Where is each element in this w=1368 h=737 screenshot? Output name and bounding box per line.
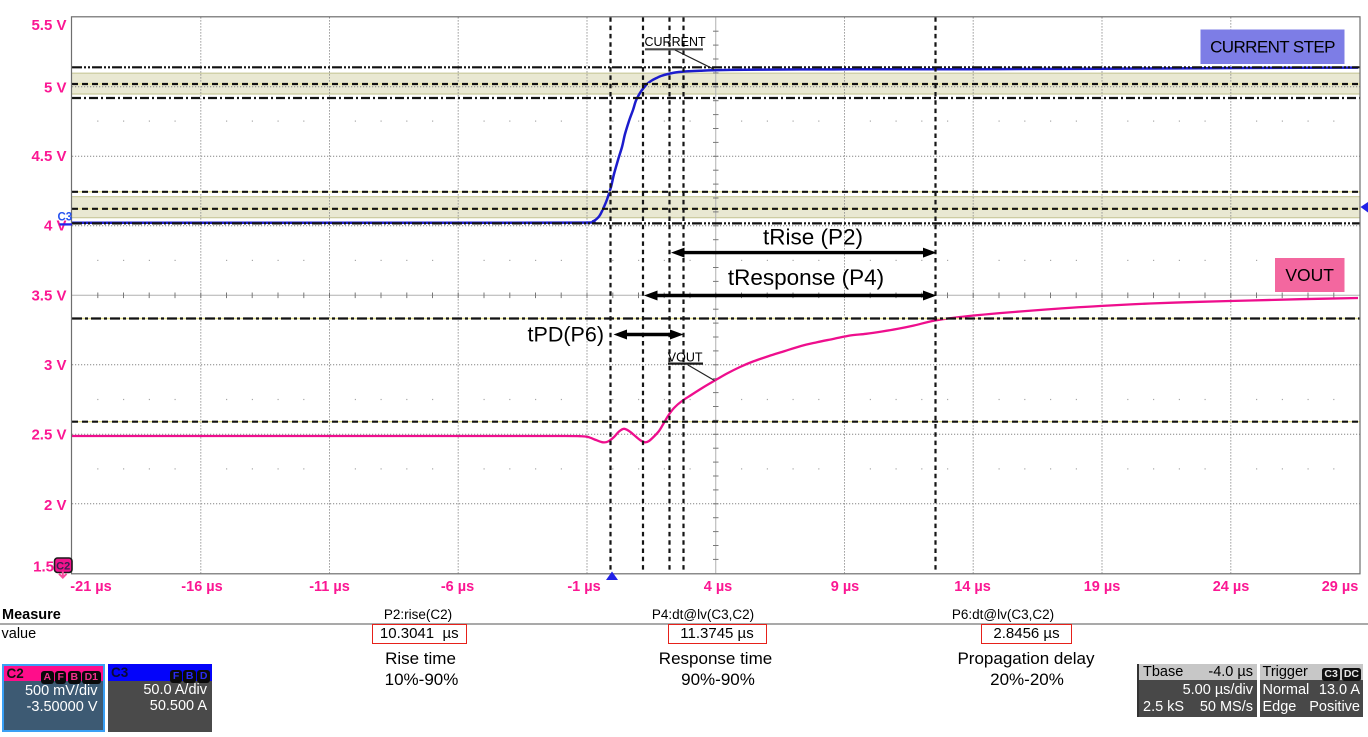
svg-text:-6 µs: -6 µs bbox=[441, 579, 474, 595]
svg-text:29 µs: 29 µs bbox=[1322, 579, 1359, 595]
svg-text:4 µs: 4 µs bbox=[704, 579, 733, 595]
svg-text:3.5 V: 3.5 V bbox=[31, 288, 66, 305]
svg-text:VOUT: VOUT bbox=[1285, 265, 1334, 285]
svg-text:2.5 V: 2.5 V bbox=[31, 426, 66, 443]
svg-text:C3: C3 bbox=[58, 212, 73, 224]
svg-text:4.5 V: 4.5 V bbox=[31, 148, 66, 165]
svg-text:1.5: 1.5 bbox=[33, 559, 54, 576]
svg-text:-21 µs: -21 µs bbox=[70, 579, 111, 595]
svg-text:-1 µs: -1 µs bbox=[567, 579, 600, 595]
svg-text:2 V: 2 V bbox=[44, 497, 67, 514]
svg-text:-11 µs: -11 µs bbox=[309, 579, 350, 595]
svg-text:tRise (P2): tRise (P2) bbox=[763, 225, 863, 250]
svg-text:24 µs: 24 µs bbox=[1213, 579, 1250, 595]
svg-text:VOUT: VOUT bbox=[668, 350, 703, 364]
svg-text:C2: C2 bbox=[56, 561, 70, 573]
svg-text:5.5 V: 5.5 V bbox=[31, 17, 66, 34]
svg-text:14 µs: 14 µs bbox=[954, 579, 991, 595]
svg-text:CURRENT: CURRENT bbox=[645, 35, 706, 49]
svg-text:9 µs: 9 µs bbox=[831, 579, 860, 595]
svg-text:3 V: 3 V bbox=[44, 357, 67, 374]
svg-text:5 V: 5 V bbox=[44, 79, 67, 96]
svg-text:-16 µs: -16 µs bbox=[181, 579, 222, 595]
svg-text:CURRENT STEP: CURRENT STEP bbox=[1210, 38, 1335, 57]
svg-text:tPD(P6): tPD(P6) bbox=[528, 323, 604, 347]
svg-text:19 µs: 19 µs bbox=[1084, 579, 1121, 595]
svg-text:4 V: 4 V bbox=[44, 218, 67, 235]
svg-text:tResponse (P4): tResponse (P4) bbox=[728, 265, 884, 290]
